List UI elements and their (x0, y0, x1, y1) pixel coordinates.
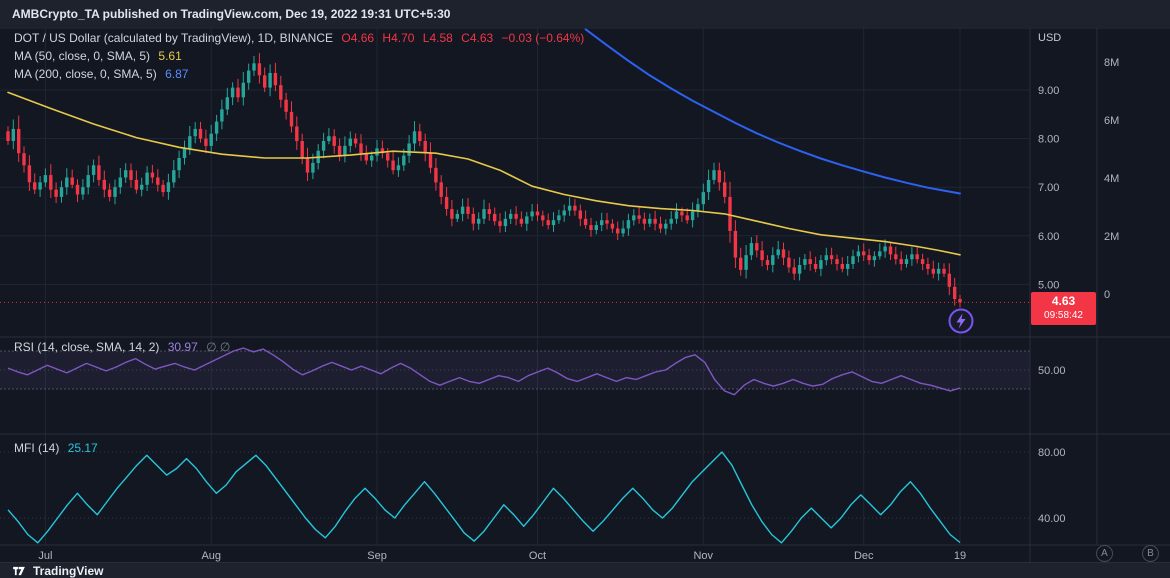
svg-text:Aug: Aug (201, 550, 221, 562)
footer-bar: TradingView (0, 562, 1170, 578)
bar-countdown: 09:58:42 (1044, 310, 1083, 321)
svg-text:9.00: 9.00 (1038, 85, 1059, 97)
ohlc-high: H4.70 (382, 31, 415, 45)
svg-text:19: 19 (954, 550, 966, 562)
svg-text:2M: 2M (1104, 231, 1119, 243)
symbol-title: DOT / US Dollar (calculated by TradingVi… (14, 31, 334, 45)
price-axis-currency[interactable]: USD (1038, 32, 1062, 44)
svg-text:Jul: Jul (38, 550, 52, 562)
ma200-legend[interactable]: MA (200, close, 0, SMA, 5) 6.87 (14, 67, 193, 81)
rsi-empty-params: ∅ ∅ (206, 340, 231, 354)
svg-text:4M: 4M (1104, 173, 1119, 185)
svg-text:Oct: Oct (529, 550, 546, 562)
svg-text:Nov: Nov (693, 550, 713, 562)
svg-text:7.00: 7.00 (1038, 182, 1059, 194)
svg-text:0: 0 (1104, 289, 1110, 301)
flash-button[interactable] (948, 308, 974, 334)
mfi-label: MFI (14) (14, 441, 60, 455)
ma50-line (7, 91, 961, 256)
mfi-line (7, 451, 961, 544)
ma50-value: 5.61 (158, 49, 182, 63)
symbol-legend[interactable]: DOT / US Dollar (calculated by TradingVi… (14, 31, 589, 45)
rsi-line (7, 347, 961, 396)
svg-text:5.00: 5.00 (1038, 279, 1059, 291)
mfi-value: 25.17 (67, 441, 98, 455)
ohlc-low: L4.58 (422, 31, 453, 45)
candles-layer (6, 53, 962, 308)
ma50-label: MA (50, close, 0, SMA, 5) (14, 49, 151, 63)
svg-text:6.00: 6.00 (1038, 231, 1059, 243)
rsi-label: RSI (14, close, SMA, 14, 2) (14, 340, 160, 354)
ma200-value: 6.87 (165, 67, 189, 81)
svg-text:8.00: 8.00 (1038, 134, 1059, 146)
svg-text:6M: 6M (1104, 115, 1119, 127)
ohlc-close: C4.63 (461, 31, 494, 45)
svg-text:8M: 8M (1104, 57, 1119, 69)
publish-info: AMBCrypto_TA published on TradingView.co… (12, 7, 451, 21)
svg-text:50.00: 50.00 (1038, 365, 1066, 377)
publish-bar: AMBCrypto_TA published on TradingView.co… (0, 0, 1170, 28)
scale-b-button[interactable]: B (1142, 545, 1159, 562)
tradingview-logo[interactable] (12, 564, 26, 578)
ohlc-open: O4.66 (341, 31, 375, 45)
svg-text:40.00: 40.00 (1038, 513, 1066, 525)
ma50-legend[interactable]: MA (50, close, 0, SMA, 5) 5.61 (14, 49, 187, 63)
last-price: 4.63 (1051, 294, 1076, 308)
rsi-value: 30.97 (167, 340, 198, 354)
svg-text:Dec: Dec (854, 550, 874, 562)
lightning-icon (948, 308, 974, 338)
svg-text:Sep: Sep (367, 550, 387, 562)
svg-text:80.00: 80.00 (1038, 447, 1066, 459)
ma200-label: MA (200, close, 0, SMA, 5) (14, 67, 157, 81)
mfi-legend[interactable]: MFI (14) 25.17 (14, 441, 103, 455)
ma200-line (584, 28, 961, 195)
ohlc-change: −0.03 (−0.64%) (501, 31, 585, 45)
scale-a-button[interactable]: A (1096, 545, 1113, 562)
last-price-badge: 4.63 09:58:42 (1031, 292, 1096, 325)
tradingview-wordmark[interactable]: TradingView (33, 563, 104, 578)
rsi-legend[interactable]: RSI (14, close, SMA, 14, 2) 30.97 ∅ ∅ (14, 340, 235, 354)
